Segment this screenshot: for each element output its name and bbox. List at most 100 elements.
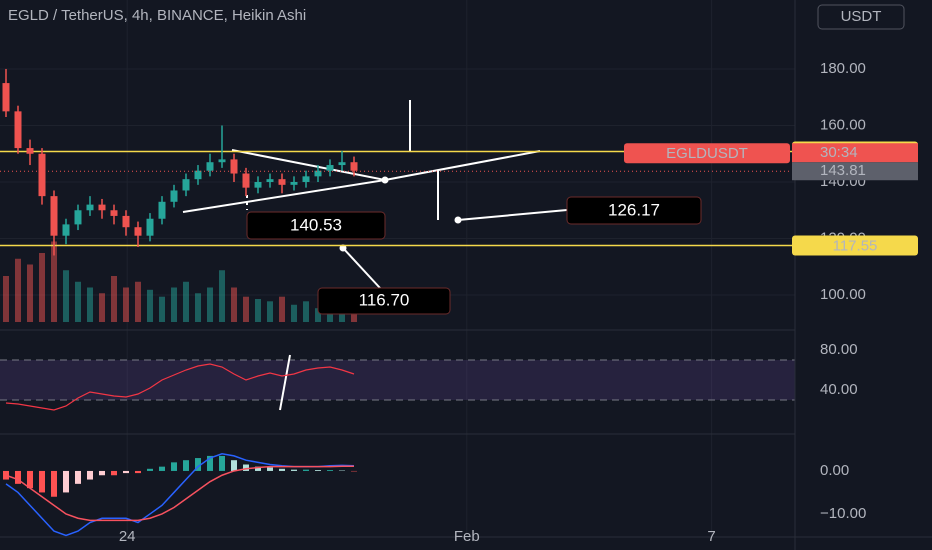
candle-body bbox=[74, 210, 82, 225]
macd-histogram-bar bbox=[147, 468, 153, 471]
macd-histogram-bar bbox=[315, 470, 321, 471]
macd-histogram-bar bbox=[291, 469, 297, 471]
candle-body bbox=[146, 218, 154, 236]
macd-histogram-bar bbox=[195, 458, 201, 471]
annotation: 116.70 bbox=[359, 290, 410, 309]
candle-body bbox=[194, 170, 202, 180]
annotation-box bbox=[566, 196, 702, 225]
candle-body bbox=[134, 227, 142, 236]
candle-body bbox=[254, 182, 262, 188]
macd-histogram-bar bbox=[207, 455, 213, 471]
volume-bar bbox=[147, 289, 153, 322]
volume-bar bbox=[219, 270, 225, 322]
level-label: 117.55 bbox=[833, 237, 878, 254]
volume-bar bbox=[303, 301, 309, 322]
volume-bar bbox=[171, 287, 177, 322]
macd-tick-label: −10.00 bbox=[820, 505, 866, 522]
volume-bar bbox=[111, 276, 117, 322]
volume-bar bbox=[51, 241, 57, 322]
candle-body bbox=[290, 182, 298, 185]
x-tick-label: 24 bbox=[119, 528, 136, 545]
candle-body bbox=[170, 190, 178, 202]
macd-histogram-bar bbox=[159, 466, 165, 471]
volume-bar bbox=[135, 281, 141, 322]
currency-button[interactable] bbox=[817, 4, 905, 30]
candle-body bbox=[158, 201, 166, 219]
macd-histogram-bar bbox=[303, 469, 309, 471]
volume-bar bbox=[195, 293, 201, 322]
candle-body bbox=[338, 162, 346, 166]
volume-bar bbox=[123, 287, 129, 322]
volume-bar bbox=[231, 287, 237, 322]
annotation: 140.53 bbox=[290, 215, 342, 234]
rsi-line bbox=[5, 363, 355, 411]
candle-body bbox=[278, 179, 286, 185]
volume-bar bbox=[99, 293, 105, 322]
candle-body bbox=[242, 173, 250, 188]
candle-body bbox=[50, 196, 58, 236]
candle-body bbox=[218, 159, 226, 163]
macd-histogram-bar bbox=[171, 462, 177, 471]
macd-tick-label: 0.00 bbox=[820, 462, 849, 479]
candle-body bbox=[110, 210, 118, 216]
candle-body bbox=[266, 179, 274, 182]
macd-histogram-bar bbox=[231, 460, 237, 471]
countdown-box bbox=[792, 143, 918, 163]
volume-bar bbox=[327, 310, 333, 322]
volume-bar bbox=[3, 276, 9, 322]
candle-body bbox=[350, 162, 358, 171]
candle-body bbox=[230, 159, 238, 174]
signal-line bbox=[5, 465, 354, 522]
candle-body bbox=[98, 204, 106, 211]
volume-bar bbox=[63, 270, 69, 322]
candle-body bbox=[38, 153, 46, 197]
macd-histogram-bar bbox=[63, 470, 69, 493]
volume-bar bbox=[207, 287, 213, 322]
volume-bar bbox=[243, 296, 249, 322]
y-tick-label: 100.00 bbox=[820, 286, 866, 303]
macd-histogram-bar bbox=[135, 470, 141, 474]
macd-histogram-bar bbox=[183, 460, 189, 471]
volume-bar bbox=[159, 296, 165, 322]
macd-histogram-bar bbox=[15, 470, 21, 484]
macd-histogram-bar bbox=[111, 470, 117, 476]
macd-histogram-bar bbox=[267, 467, 273, 471]
candle-body bbox=[14, 111, 22, 149]
volume-bar bbox=[291, 304, 297, 322]
rsi-band bbox=[0, 360, 795, 400]
macd-histogram-bar bbox=[27, 470, 33, 489]
volume-bar bbox=[267, 301, 273, 322]
currency[interactable]: USDT bbox=[841, 8, 882, 25]
rsi-tick-label: 80.00 bbox=[820, 341, 858, 358]
candle-body bbox=[206, 162, 214, 171]
symbol-label: EGLDUSDT bbox=[666, 145, 748, 162]
volume-bar bbox=[183, 281, 189, 322]
y-tick-label: 180.00 bbox=[820, 60, 866, 77]
volume-bar bbox=[75, 281, 81, 322]
annotation: 126.17 bbox=[608, 200, 660, 219]
candle-body bbox=[122, 215, 130, 228]
candle-body bbox=[26, 148, 34, 154]
rsi-tick-label: 40.00 bbox=[820, 381, 858, 398]
candle-body bbox=[2, 83, 10, 112]
symbol-box bbox=[624, 143, 790, 164]
macd-histogram-bar bbox=[243, 464, 249, 471]
x-tick-label: 7 bbox=[707, 528, 715, 545]
level-label-box bbox=[792, 235, 918, 256]
drawing-points bbox=[339, 176, 462, 252]
macd-histogram-bar bbox=[123, 470, 129, 474]
drawings bbox=[182, 100, 568, 411]
macd-histogram-bar bbox=[99, 470, 105, 476]
last-price-box bbox=[792, 162, 918, 181]
macd-histogram-bar bbox=[39, 470, 45, 493]
candle-body bbox=[314, 170, 322, 177]
macd-histogram-bar bbox=[279, 468, 285, 471]
volume-bar bbox=[15, 258, 21, 322]
macd-histogram-bar bbox=[219, 455, 225, 471]
macd-histogram-bar bbox=[75, 470, 81, 484]
macd-histogram-bar bbox=[327, 470, 333, 471]
candle-body bbox=[302, 176, 310, 182]
volume-bar bbox=[279, 296, 285, 322]
